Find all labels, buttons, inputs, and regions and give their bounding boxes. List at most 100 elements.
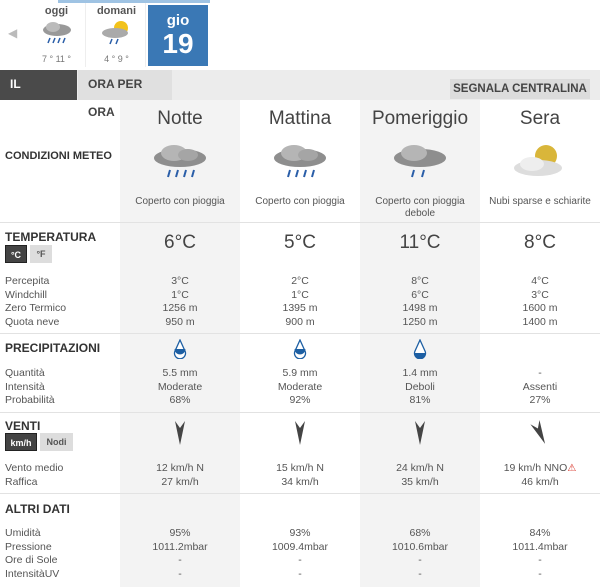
drop-full-icon xyxy=(293,338,307,362)
day-temps: 4 ° 9 ° xyxy=(104,54,129,64)
pressure: 1011.4mbar xyxy=(512,540,568,553)
temperature-title: TEMPERATURA xyxy=(5,230,97,244)
wind-icon-cell xyxy=(120,420,240,449)
wind-mean-value: 19 km/h NNO xyxy=(503,462,568,474)
cloud-rain-icon xyxy=(42,22,71,44)
divider xyxy=(0,222,600,223)
wind-arrow-icon xyxy=(413,421,427,449)
unit-nodi-button[interactable]: Nodi xyxy=(40,433,73,451)
day-tab-selected[interactable]: gio 19 xyxy=(148,5,208,66)
uv-index: - xyxy=(178,567,182,580)
sun-hours: - xyxy=(298,554,302,566)
day-name: gio xyxy=(166,12,190,29)
windchill: 3°C xyxy=(531,288,549,301)
period-name: Sera xyxy=(519,108,561,129)
other-values: 93% 1009.4mbar - - xyxy=(240,527,360,581)
day-temps: 7 ° 11 ° xyxy=(41,54,72,64)
label: Vento medio xyxy=(5,462,64,474)
label: Intensità xyxy=(5,380,45,393)
warning-icon[interactable]: ⚠ xyxy=(567,463,577,474)
cloud-rain-icon xyxy=(270,145,330,185)
weather-icon-cell xyxy=(360,142,480,185)
quantity: - xyxy=(538,367,542,379)
condition-desc: Nubi sparse e schiarite xyxy=(489,196,591,207)
perceived: 2°C xyxy=(291,275,309,287)
uv-index: - xyxy=(298,567,302,580)
other-values: 84% 1011.4mbar - - xyxy=(480,527,600,581)
intensity: Deboli xyxy=(405,380,435,393)
precip-values: 5.5 mm Moderate 68% xyxy=(120,367,240,408)
sun-cloud-icon xyxy=(510,145,570,185)
day-tab-domani[interactable]: domani 4 ° 9 ° xyxy=(88,3,146,67)
temperature-values: 2°C 1°C 1395 m 900 m xyxy=(240,275,360,329)
perceived: 4°C xyxy=(531,275,549,287)
precip-icon-cell xyxy=(240,338,360,362)
wind-values: 24 km/h N 35 km/h xyxy=(360,462,480,489)
humidity: 68% xyxy=(409,527,431,539)
period-name: Pomeriggio xyxy=(371,108,469,129)
zero-termico: 1498 m xyxy=(402,302,438,314)
weather-icon-cell xyxy=(240,142,360,185)
tab-il-giorno[interactable]: IL GIORNO xyxy=(0,70,77,119)
probability: 27% xyxy=(529,394,551,406)
humidity: 84% xyxy=(529,527,551,539)
wind-arrow-icon xyxy=(173,421,187,449)
prev-day-arrow-icon[interactable]: ◀ xyxy=(8,26,18,40)
condition-desc: Coperto con pioggia xyxy=(255,196,345,207)
weather-icon-cell xyxy=(120,142,240,185)
segnala-centralina-button[interactable]: SEGNALA CENTRALINA xyxy=(450,79,590,99)
temperature-labels: Percepita Windchill Zero Termico Quota neve xyxy=(5,275,66,329)
gust: 46 km/h xyxy=(521,475,559,488)
label: Quantità xyxy=(5,367,45,379)
other-values: 95% 1011.2mbar - - xyxy=(120,527,240,581)
wind-mean: 19 km/h NNO⚠ xyxy=(480,462,600,476)
precip-values: 5.9 mm Moderate 92% xyxy=(240,367,360,408)
temperature: 5°C xyxy=(284,232,316,253)
wind-mean: 15 km/h N xyxy=(240,462,360,476)
quota-neve: 950 m xyxy=(165,315,195,328)
label: Raffica xyxy=(5,475,38,488)
intensity: Moderate xyxy=(277,380,323,393)
quantity: 5.9 mm xyxy=(282,367,318,379)
unit-kmh-button[interactable]: km/h xyxy=(5,433,37,451)
wind-icon-cell xyxy=(480,420,600,449)
quantity: 1.4 mm xyxy=(402,367,438,379)
divider xyxy=(0,412,600,413)
temperature: 6°C xyxy=(164,232,196,253)
probability: 81% xyxy=(409,394,431,406)
wind-title: VENTI xyxy=(5,419,41,433)
divider xyxy=(0,333,600,334)
label: Percepita xyxy=(5,275,50,287)
temperature: 11°C xyxy=(399,232,441,253)
pressure: 1011.2mbar xyxy=(152,540,208,553)
windchill: 6°C xyxy=(411,288,429,301)
precip-values: - Assenti 27% xyxy=(480,367,600,408)
day-name: domani xyxy=(96,5,137,17)
gust: 27 km/h xyxy=(161,475,199,488)
other-values: 68% 1010.6mbar - - xyxy=(360,527,480,581)
precipitation-title: PRECIPITAZIONI xyxy=(5,341,101,355)
tab-ora-per-ora[interactable]: ORA PER ORA xyxy=(78,70,172,119)
intensity: Moderate xyxy=(157,380,203,393)
wind-icon-cell xyxy=(240,420,360,449)
day-name: oggi xyxy=(44,5,69,17)
label: Zero Termico xyxy=(5,302,67,314)
top-accent-bar xyxy=(58,0,210,3)
humidity: 95% xyxy=(169,527,191,539)
sun-hours: - xyxy=(538,554,542,566)
quota-neve: 900 m xyxy=(285,315,315,328)
quantity: 5.5 mm xyxy=(162,367,198,379)
windchill: 1°C xyxy=(171,288,189,301)
other-data-labels: Umidità Pressione Ore di Sole IntensitàUV xyxy=(5,527,59,581)
unit-celsius-button[interactable]: °C xyxy=(5,245,27,263)
perceived: 8°C xyxy=(411,275,429,287)
unit-fahrenheit-button[interactable]: °F xyxy=(30,245,52,263)
wind-mean: 12 km/h N xyxy=(120,462,240,476)
pressure: 1009.4mbar xyxy=(271,540,329,553)
zero-termico: 1256 m xyxy=(162,302,198,314)
gust: 34 km/h xyxy=(281,475,319,488)
day-tab-oggi[interactable]: oggi 7 ° 11 ° xyxy=(28,3,86,67)
wind-arrow-icon xyxy=(293,421,307,449)
uv-index: - xyxy=(538,567,542,580)
condition-desc: Coperto con pioggia xyxy=(135,196,225,207)
